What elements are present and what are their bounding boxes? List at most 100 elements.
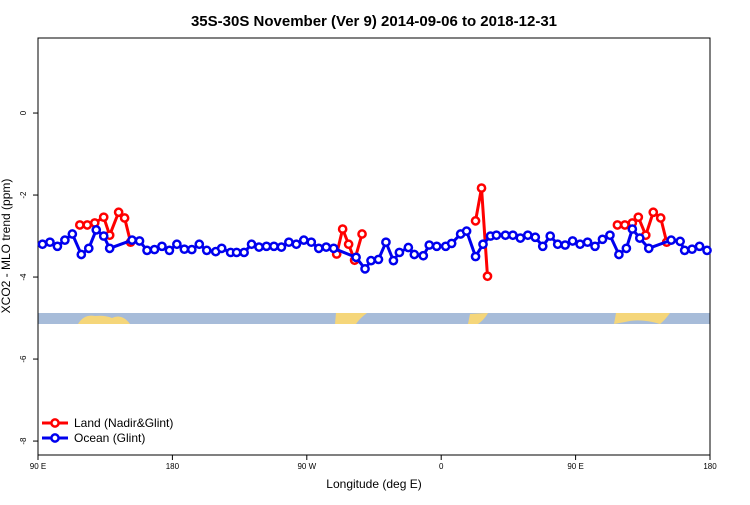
data-point [643, 243, 654, 254]
data-point [306, 237, 317, 248]
data-point [530, 232, 541, 243]
data-point [328, 243, 339, 254]
data-point [149, 244, 160, 255]
data-point [216, 243, 227, 254]
chart-title: 35S-30S November (Ver 9) 2014-09-06 to 2… [191, 13, 557, 30]
data-point [478, 239, 488, 250]
data-point [687, 244, 697, 255]
data-point [83, 243, 94, 254]
y-tick-label: -8 [19, 437, 28, 445]
data-point [621, 243, 632, 254]
data-point [351, 252, 361, 263]
x-axis-label: Longitude (deg E) [326, 477, 421, 491]
data-point [409, 249, 420, 260]
data-point [74, 220, 85, 230]
data-point [597, 234, 608, 245]
data-point [91, 225, 102, 235]
legend-label: Ocean (Glint) [74, 431, 145, 445]
data-point [575, 239, 585, 250]
data-point [491, 230, 502, 241]
data-point [343, 239, 354, 250]
data-point [82, 220, 93, 230]
data-point [321, 242, 332, 252]
data-point [590, 241, 600, 252]
data-point [431, 241, 442, 252]
data-point [470, 216, 481, 226]
y-tick-label: -2 [19, 191, 28, 199]
data-point [337, 224, 348, 234]
x-tick-label: 180 [166, 462, 180, 471]
data-point [515, 233, 526, 243]
data-point [470, 251, 481, 262]
y-tick-label: 0 [19, 110, 28, 115]
data-point [694, 241, 705, 252]
data-point [675, 236, 685, 247]
y-tick-label: -4 [19, 273, 28, 281]
data-point [284, 237, 294, 248]
data-point [76, 249, 87, 260]
data-point [418, 250, 429, 261]
data-point [702, 245, 712, 256]
data-point [186, 244, 197, 255]
data-point [366, 255, 376, 266]
data-point [620, 220, 630, 230]
map-strip [38, 313, 710, 324]
data-point [476, 183, 487, 193]
data-point [201, 245, 212, 256]
data-point [357, 229, 367, 239]
data-point [179, 244, 190, 255]
data-point [500, 230, 511, 241]
data-point [373, 254, 384, 265]
y-axis-label: XCO2 - MLO trend (ppm) [0, 179, 13, 314]
data-point [239, 247, 249, 258]
x-tick-label: 180 [703, 462, 717, 471]
data-point [246, 239, 257, 250]
data-point [45, 237, 55, 248]
data-point [164, 245, 175, 256]
data-point [560, 240, 570, 250]
data-point [424, 240, 435, 250]
data-point [633, 212, 644, 223]
data-point [313, 243, 324, 254]
data-point [627, 224, 638, 234]
data-point [403, 242, 414, 253]
data-point [508, 230, 518, 241]
data-point [605, 230, 615, 241]
data-point [567, 236, 578, 246]
data-point [388, 255, 399, 266]
data-point [134, 236, 145, 246]
data-point [127, 235, 137, 245]
data-point [394, 247, 405, 258]
data-point [552, 239, 563, 250]
data-point [98, 231, 109, 241]
data-point [648, 207, 659, 218]
data-point [172, 239, 182, 250]
data-point [276, 242, 287, 252]
data-point [522, 230, 533, 241]
data-point [291, 239, 302, 250]
data-point [655, 213, 666, 223]
x-tick-label: 90 E [567, 462, 583, 471]
data-point [666, 235, 677, 245]
data-point [446, 238, 457, 249]
plot-frame [37, 37, 711, 456]
data-point [194, 239, 205, 250]
data-point [298, 235, 309, 245]
data-point [67, 229, 78, 239]
data-point [60, 235, 70, 245]
data-point [52, 241, 63, 252]
x-tick-label: 0 [439, 462, 444, 471]
data-point [231, 247, 242, 258]
data-point [634, 233, 645, 243]
data-point [37, 239, 48, 250]
data-point [157, 241, 167, 252]
y-tick-label: -6 [19, 355, 28, 363]
data-point [104, 243, 115, 254]
data-point [537, 241, 548, 252]
data-point [98, 212, 109, 223]
data-point [482, 271, 493, 282]
x-tick-label: 90 E [30, 462, 46, 471]
data-point [261, 241, 272, 252]
data-point [679, 245, 690, 256]
x-tick-label: 90 W [297, 462, 316, 471]
